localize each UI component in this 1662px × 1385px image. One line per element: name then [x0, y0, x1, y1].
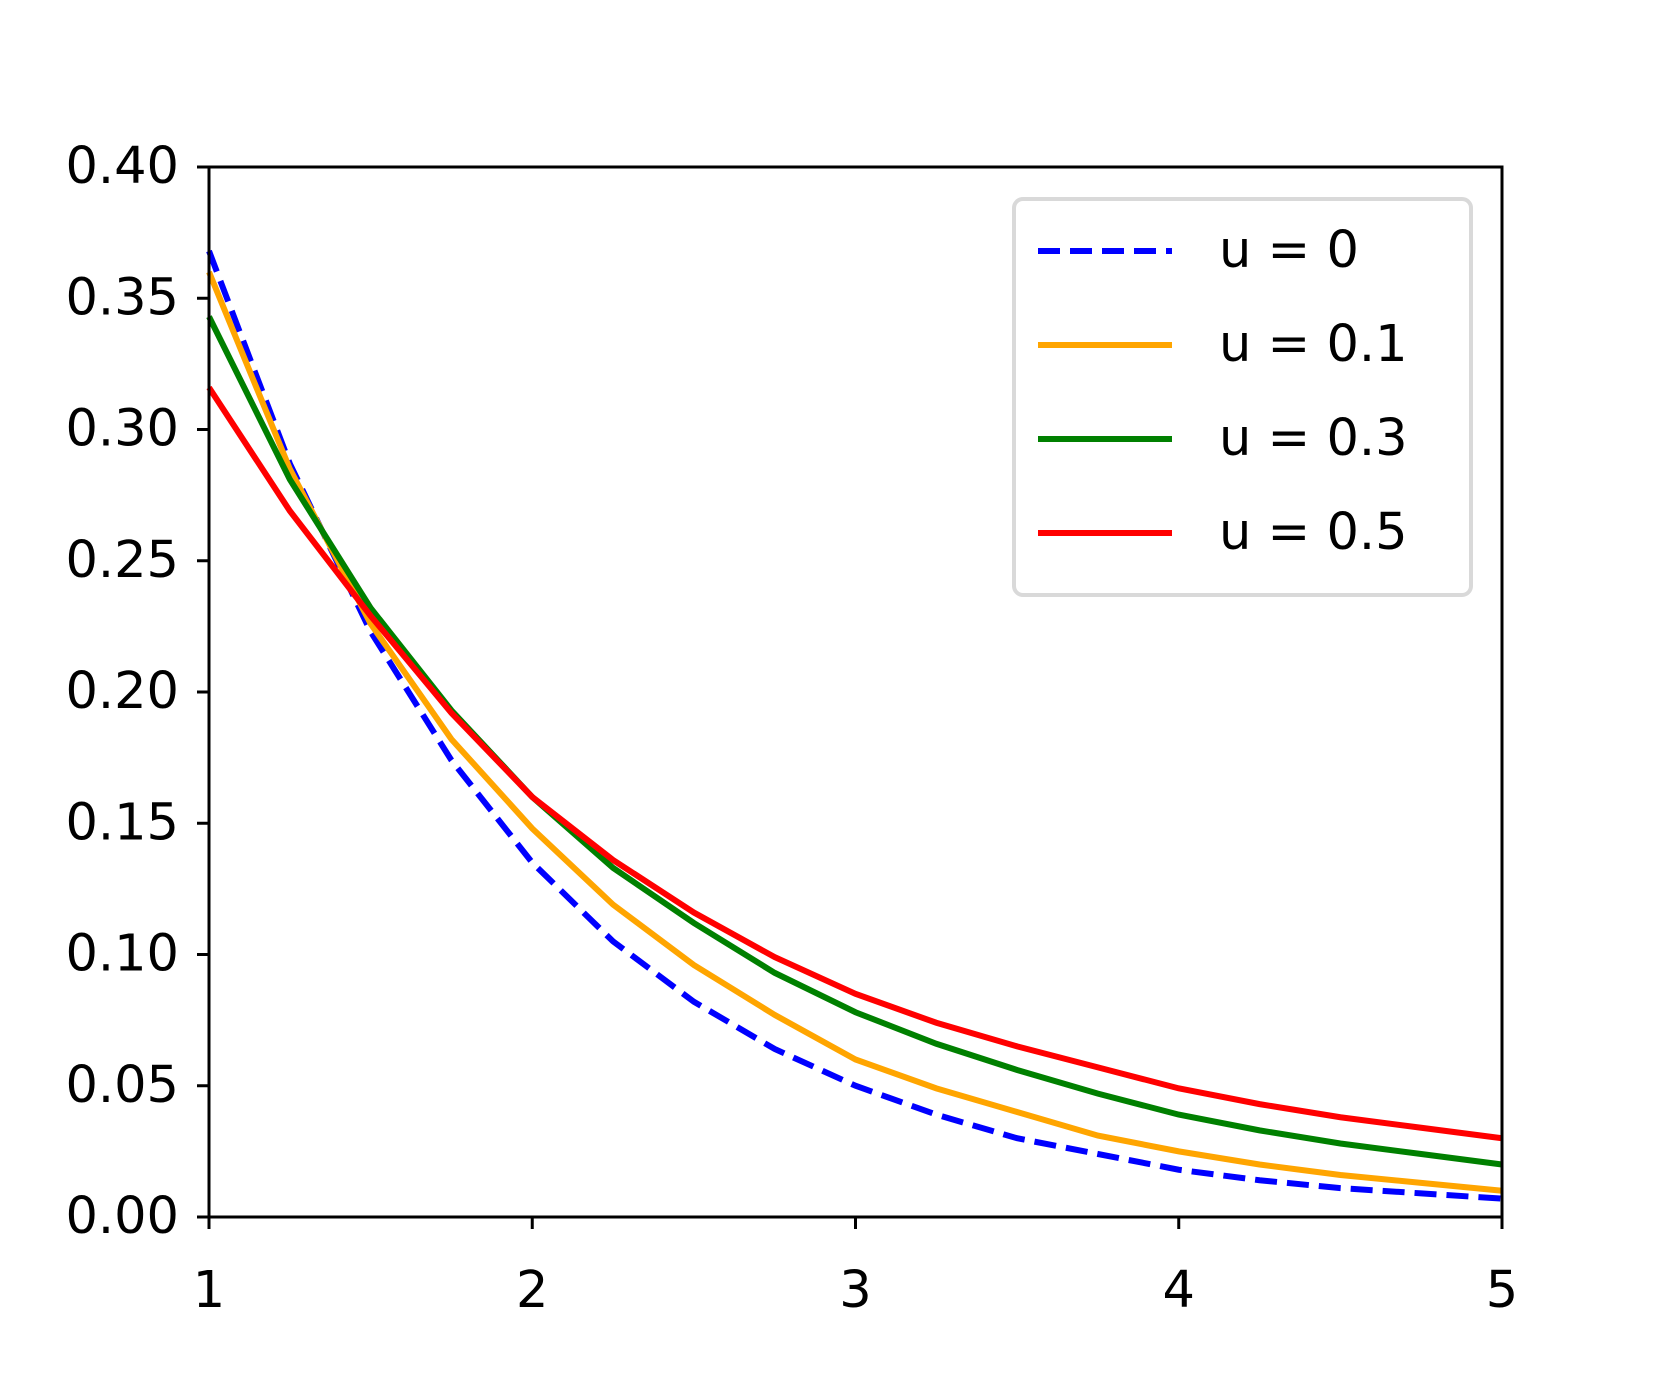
plot-frame — [207, 165, 1504, 1219]
x-tick-label: 3 — [839, 1261, 871, 1320]
y-tick-label: 0.35 — [65, 268, 179, 327]
y-tick-label: 0.10 — [65, 925, 179, 984]
x-tick-label: 5 — [1486, 1261, 1518, 1320]
legend: u = 0 u = 0.1 u = 0.3 u = 0.5 — [1012, 197, 1473, 597]
y-tick-label: 0.15 — [65, 793, 179, 852]
legend-label: u = 0 — [1219, 221, 1359, 280]
data-line — [206, 270, 1503, 1194]
x-tick-label: 4 — [1163, 1261, 1195, 1320]
legend-label: u = 0.3 — [1219, 409, 1408, 468]
y-tick-label: 0.20 — [65, 662, 179, 721]
y-tick-label: 0.00 — [65, 1187, 179, 1246]
legend-box — [1012, 197, 1473, 597]
legend-label: u = 0.5 — [1219, 503, 1408, 562]
legend-label: u = 0.1 — [1219, 315, 1408, 374]
y-tick-label: 0.05 — [65, 1056, 179, 1115]
y-tick-label: 0.25 — [65, 531, 179, 590]
x-tick-label: 1 — [193, 1261, 225, 1320]
y-tick-label: 0.40 — [65, 137, 179, 196]
data-line — [206, 385, 1503, 1142]
data-line — [206, 249, 1503, 1202]
y-tick-label: 0.30 — [65, 400, 179, 459]
x-tick-label: 2 — [516, 1261, 548, 1320]
